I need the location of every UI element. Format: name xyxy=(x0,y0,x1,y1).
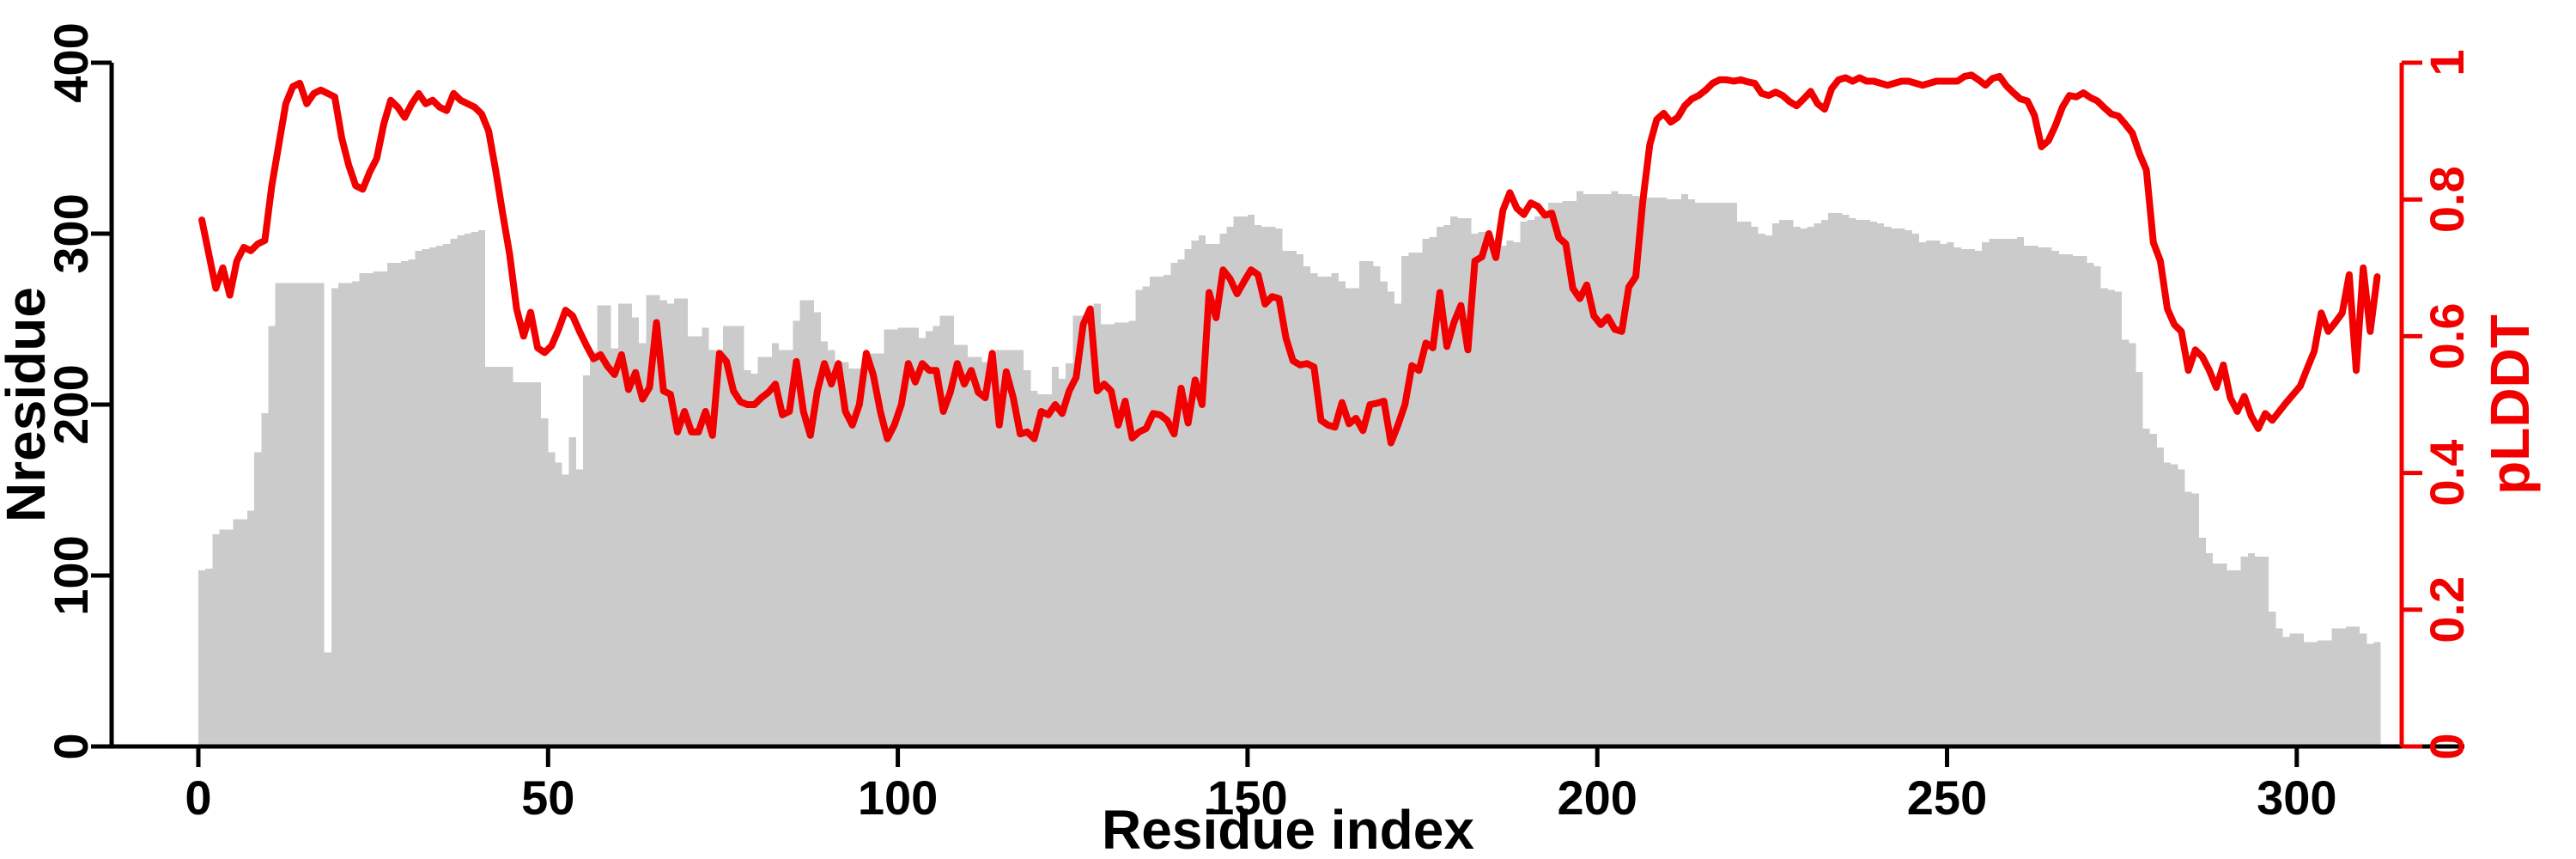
right-axis-tick-label: 0.6 xyxy=(2420,302,2474,369)
bottom-axis-tick-label: 150 xyxy=(1207,771,1287,825)
plddt-line-series xyxy=(198,71,2381,447)
left-axis-tick-label: 200 xyxy=(44,364,98,444)
right-axis-tick-label: 1 xyxy=(2420,49,2474,76)
right-axis: 0 0.2 0.4 0.6 0.8 1 xyxy=(2399,49,2474,760)
bottom-axis-tick-label: 100 xyxy=(858,771,938,825)
x-axis-title: Residue index xyxy=(1102,799,1474,859)
left-axis-tick-label: 400 xyxy=(44,22,98,102)
nresidue-bars-path xyxy=(198,191,2381,746)
right-axis-tick-label: 0.4 xyxy=(2420,440,2474,507)
bottom-axis-tick-label: 200 xyxy=(1557,771,1637,825)
right-axis-tick-label: 0 xyxy=(2420,733,2474,759)
right-axis-tick-label: 0.2 xyxy=(2420,576,2474,643)
left-axis-title: Nresidue xyxy=(0,287,57,522)
right-axis-tick-label: 0.8 xyxy=(2420,166,2474,233)
bottom-axis-tick-label: 50 xyxy=(521,771,574,825)
left-axis-tick-label: 300 xyxy=(44,193,98,273)
bottom-axis-tick-label: 0 xyxy=(185,771,211,825)
left-axis: 0 100 200 300 400 xyxy=(44,22,114,760)
nresidue-bars-series xyxy=(198,191,2381,746)
left-axis-tick-label: 100 xyxy=(44,535,98,615)
right-axis-title: pLDDT xyxy=(2479,314,2541,495)
bottom-axis-tick-label: 250 xyxy=(1907,771,1987,825)
left-axis-tick-label: 0 xyxy=(44,733,98,759)
bottom-axis-tick-label: 300 xyxy=(2257,771,2336,825)
bottom-axis: 0 50 100 150 200 250 300 xyxy=(112,744,2464,825)
